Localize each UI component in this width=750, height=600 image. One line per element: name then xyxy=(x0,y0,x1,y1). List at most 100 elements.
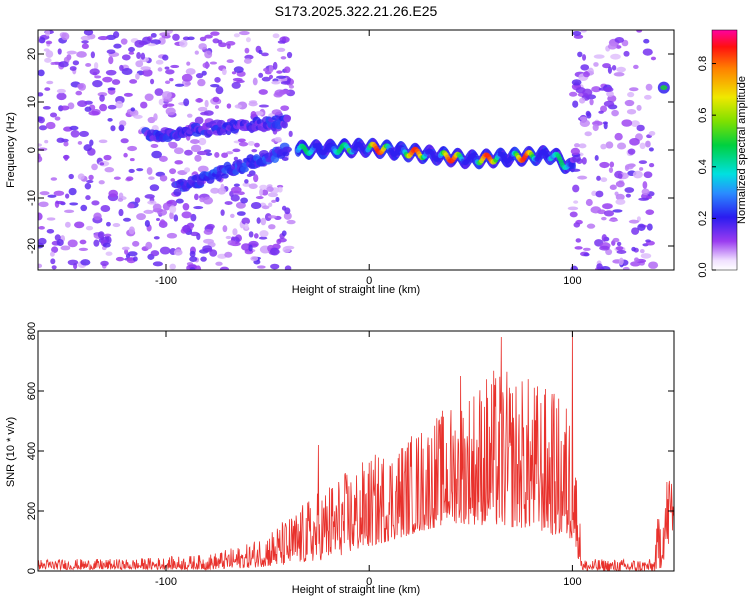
heatmap-cell xyxy=(189,256,198,263)
heatmap-cell xyxy=(252,77,258,86)
heatmap-cell xyxy=(248,101,258,107)
heatmap-cell xyxy=(615,198,626,205)
heatmap-cell xyxy=(238,141,249,147)
heatmap-cell xyxy=(195,72,204,79)
heatmap-cell xyxy=(90,51,95,59)
heatmap-cell xyxy=(195,265,202,270)
colorbar-tick-label: 0.8 xyxy=(697,56,709,71)
heatmap-cell xyxy=(38,237,47,245)
heatmap-cell xyxy=(144,93,154,101)
heatmap-cell xyxy=(267,215,278,219)
heatmap-cell xyxy=(204,34,213,39)
heatmap-cell xyxy=(221,68,227,76)
heatmap-cell xyxy=(601,234,607,242)
heatmap-cell xyxy=(611,109,619,117)
heatmap-cell xyxy=(84,182,92,190)
heatmap-cell xyxy=(38,212,43,221)
heatmap-cell xyxy=(275,196,280,203)
heatmap-cell xyxy=(166,200,173,205)
heatmap-cell xyxy=(636,216,641,222)
heatmap-cell xyxy=(629,138,640,146)
heatmap-cell xyxy=(624,165,630,171)
heatmap-cell xyxy=(184,81,191,86)
heatmap-cell xyxy=(282,246,291,253)
heatmap-cell xyxy=(190,231,200,237)
spectrogram-x-tick-label: 100 xyxy=(563,275,581,287)
heatmap-cell xyxy=(69,202,79,206)
heatmap-cell xyxy=(84,106,92,112)
heatmap-cell xyxy=(636,124,645,132)
heatmap-cell xyxy=(165,107,176,116)
heatmap-cell xyxy=(615,246,624,251)
heatmap-cell xyxy=(38,92,44,97)
heatmap-cell xyxy=(150,143,159,149)
heatmap-cell xyxy=(614,36,625,43)
heatmap-cell xyxy=(630,120,640,128)
heatmap-cell xyxy=(237,138,246,143)
heatmap-cell xyxy=(77,83,84,89)
heatmap-cell xyxy=(75,90,83,96)
heatmap-cell xyxy=(173,214,179,222)
heatmap-cell xyxy=(590,206,602,214)
heatmap-cell xyxy=(99,162,105,166)
heatmap-cell xyxy=(77,141,83,145)
heatmap-cell xyxy=(577,51,583,58)
heatmap-cell xyxy=(599,161,610,169)
heatmap-cell xyxy=(181,73,193,82)
heatmap-cell xyxy=(583,71,590,78)
heatmap-cell xyxy=(155,59,164,65)
heatmap-cell xyxy=(569,91,578,97)
heatmap-cell xyxy=(42,105,51,110)
heatmap-cell xyxy=(240,197,248,204)
heatmap-cell xyxy=(596,263,603,270)
heatmap-cell xyxy=(231,81,241,89)
heatmap-cell xyxy=(579,119,591,127)
heatmap-cell xyxy=(603,86,614,92)
heatmap-cell xyxy=(570,147,581,155)
heatmap-cell xyxy=(60,245,71,251)
heatmap-cell xyxy=(46,228,55,234)
heatmap-cell xyxy=(233,33,240,38)
heatmap-cell xyxy=(203,228,213,235)
heatmap-cell xyxy=(206,223,215,230)
heatmap-cell xyxy=(140,66,151,71)
heatmap-cell xyxy=(616,241,622,247)
heatmap-cell xyxy=(276,70,283,74)
heatmap-cell xyxy=(67,239,78,248)
heatmap-cell xyxy=(175,198,184,204)
spectrogram-x-axis-title: Height of straight line (km) xyxy=(292,284,420,296)
spectrogram-x-tick-label: 0 xyxy=(366,275,372,287)
heatmap-cell xyxy=(261,205,270,210)
heatmap-cell xyxy=(272,61,278,70)
colorbar: 0.0 0.2 0.4 0.6 0.8 Normalized spectral ampl… xyxy=(697,29,748,278)
heatmap-cell xyxy=(610,53,621,60)
heatmap-cell xyxy=(595,190,604,198)
heatmap-cell xyxy=(261,76,271,82)
heatmap-cell xyxy=(636,104,642,111)
heatmap-cell xyxy=(286,219,296,225)
heatmap-cell xyxy=(605,248,613,256)
heatmap-cell xyxy=(288,84,295,89)
heatmap-cell xyxy=(603,100,615,107)
heatmap-cell xyxy=(614,132,623,141)
heatmap-cell xyxy=(162,202,171,211)
heatmap-cell xyxy=(158,98,164,106)
snr-frame xyxy=(37,330,675,572)
colorbar-tick-label: 0.4 xyxy=(697,159,709,174)
heatmap-cell xyxy=(210,31,220,36)
heatmap-cell xyxy=(182,202,190,211)
heatmap-cell xyxy=(63,141,69,147)
heatmap-cell xyxy=(261,52,269,57)
heatmap-cell xyxy=(258,49,263,55)
spectrogram-x-tick-label: -100 xyxy=(155,275,177,287)
heatmap-cell xyxy=(606,90,614,97)
heatmap-cell xyxy=(624,187,635,193)
heatmap-cell xyxy=(85,195,91,201)
heatmap-cell xyxy=(64,221,71,228)
heatmap-cell xyxy=(230,186,242,194)
heatmap-cell xyxy=(102,76,113,83)
heatmap-cell xyxy=(645,140,651,148)
heatmap-cell xyxy=(38,143,43,147)
heatmap-cell xyxy=(128,51,135,55)
heatmap-cell xyxy=(579,116,588,121)
